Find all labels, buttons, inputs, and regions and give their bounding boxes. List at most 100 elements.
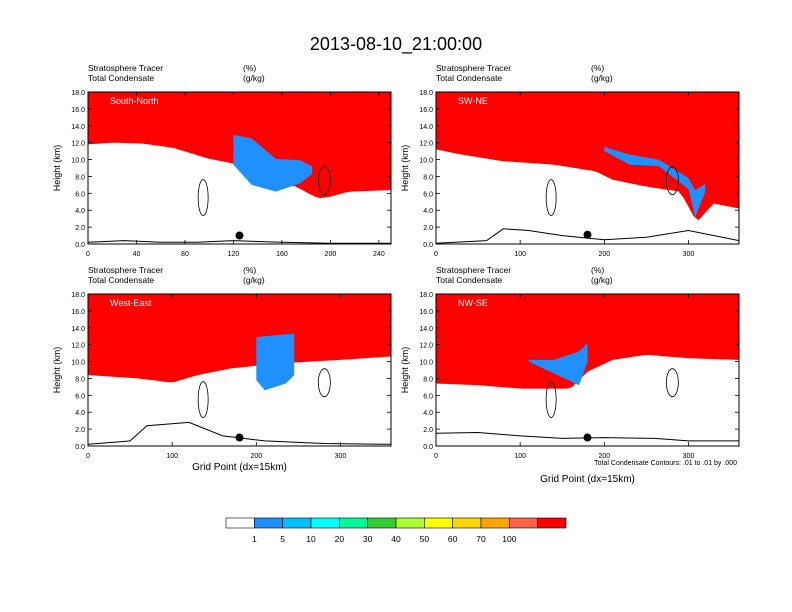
terrain-line [88, 421, 391, 445]
terrain-line [436, 228, 739, 244]
panel-name: NW-SE [458, 298, 488, 308]
x-tick-label: 0 [434, 453, 438, 460]
panel-west-east: Stratosphere Tracer (%) Total Condensate (g… [52, 265, 392, 473]
plot-frame [435, 91, 740, 245]
x-tick-label: 0 [86, 251, 90, 258]
y-tick-label: 0.0 [75, 444, 85, 451]
header-tracer-units: (%) [243, 63, 256, 73]
y-tick-label: 2.0 [423, 427, 433, 434]
y-tick-label: 14.0 [419, 326, 433, 333]
header-condensate-label: Total Condensate [436, 275, 502, 285]
x-tick-label: 300 [335, 453, 347, 460]
tracer-intrusion [233, 134, 313, 192]
colorbar-label: 50 [420, 534, 430, 544]
y-tick-label: 16.0 [419, 107, 433, 114]
y-tick-label: 18.0 [419, 90, 433, 97]
header-tracer-label: Stratosphere Tracer [436, 265, 511, 275]
figure-title: 2013-08-10_21:00:00 [310, 34, 482, 55]
y-tick-label: 4.0 [423, 208, 433, 215]
colorbar-label: 40 [391, 534, 401, 544]
y-tick-label: 6.0 [75, 393, 85, 400]
x-axis-label: Grid Point (dx=15km) [192, 462, 287, 473]
header-tracer-label: Stratosphere Tracer [88, 265, 163, 275]
panel-nw-se: Stratosphere Tracer (%) Total Condensate (g… [400, 265, 740, 485]
panel-south-north: Stratosphere Tracer (%) Total Condensate (g… [52, 63, 392, 258]
colorbar-label: 20 [335, 534, 345, 544]
y-tick-label: 16.0 [71, 309, 85, 316]
x-tick-label: 300 [683, 453, 695, 460]
colorbar-swatch [480, 517, 510, 529]
tracer-intrusion [604, 146, 706, 217]
location-marker [583, 230, 592, 239]
y-tick-label: 12.0 [71, 141, 85, 148]
header-tracer-units: (%) [591, 265, 604, 275]
y-tick-label: 14.0 [419, 124, 433, 131]
y-tick-label: 10.0 [419, 158, 433, 165]
header-tracer-units: (%) [591, 63, 604, 73]
location-marker [235, 433, 244, 442]
y-tick-label: 18.0 [71, 292, 85, 299]
condensate-contour [665, 368, 679, 398]
y-tick-label: 10.0 [419, 360, 433, 367]
colorbar: 1 5 10 20 30 40 50 60 70 100 [225, 517, 567, 544]
panel-name: SW-NE [458, 96, 488, 106]
panel-name: West-East [110, 298, 152, 308]
y-axis-label: Height (km) [400, 347, 410, 394]
y-tick-label: 4.0 [75, 410, 85, 417]
y-tick-label: 0.0 [75, 242, 85, 249]
y-tick-label: 16.0 [419, 309, 433, 316]
y-tick-label: 12.0 [419, 141, 433, 148]
condensate-contour [545, 381, 557, 418]
colorbar-swatch [395, 517, 425, 529]
y-tick-label: 8.0 [423, 376, 433, 383]
colorbar-swatch [509, 517, 538, 529]
y-tick-label: 16.0 [71, 107, 85, 114]
y-tick-label: 6.0 [75, 191, 85, 198]
y-tick-label: 2.0 [75, 427, 85, 434]
plot-frame [435, 293, 740, 447]
y-tick-label: 8.0 [423, 174, 433, 181]
colorbar-label: 70 [476, 534, 486, 544]
colorbar-label: 100 [502, 534, 516, 544]
header-tracer-units: (%) [243, 265, 256, 275]
y-tick-label: 18.0 [71, 90, 85, 97]
plot-area [436, 294, 739, 446]
panel-name: South-North [110, 96, 159, 106]
panels: Stratosphere Tracer (%) Total Condensate (g… [52, 63, 740, 485]
x-tick-label: 120 [228, 251, 240, 258]
header-condensate-label: Total Condensate [436, 73, 502, 83]
colorbar-swatch [225, 517, 255, 529]
x-tick-label: 100 [166, 453, 178, 460]
y-tick-label: 6.0 [423, 191, 433, 198]
tracer-band-10 [88, 294, 391, 383]
y-tick-label: 14.0 [71, 326, 85, 333]
header-condensate-units: (g/kg) [243, 73, 265, 83]
y-tick-label: 18.0 [419, 292, 433, 299]
plot-area [88, 92, 391, 244]
tracer-intrusion [256, 333, 295, 391]
colorbar-swatch [424, 517, 453, 529]
colorbar-label: 60 [448, 534, 458, 544]
plot-frame [87, 293, 392, 447]
panel-sw-ne: Stratosphere Tracer (%) Total Condensate (g… [400, 63, 740, 258]
y-tick-label: 12.0 [71, 343, 85, 350]
header-condensate-label: Total Condensate [88, 73, 154, 83]
y-tick-label: 2.0 [75, 225, 85, 232]
y-tick-label: 12.0 [419, 343, 433, 350]
y-tick-label: 0.0 [423, 242, 433, 249]
x-tick-label: 200 [325, 251, 337, 258]
y-axis-label: Height (km) [52, 347, 62, 394]
condensate-contour [545, 179, 557, 216]
x-tick-label: 300 [683, 251, 695, 258]
colorbar-swatch [452, 517, 482, 529]
x-axis-label: Grid Point (dx=15km) [540, 474, 635, 485]
condensate-contour [317, 166, 331, 196]
x-tick-label: 200 [598, 453, 610, 460]
colorbar-swatch [537, 517, 567, 529]
plot-area [436, 92, 739, 244]
x-tick-label: 240 [373, 251, 385, 258]
condensate-contour [317, 368, 331, 398]
x-tick-label: 200 [598, 251, 610, 258]
y-tick-label: 0.0 [423, 444, 433, 451]
x-tick-label: 0 [434, 251, 438, 258]
